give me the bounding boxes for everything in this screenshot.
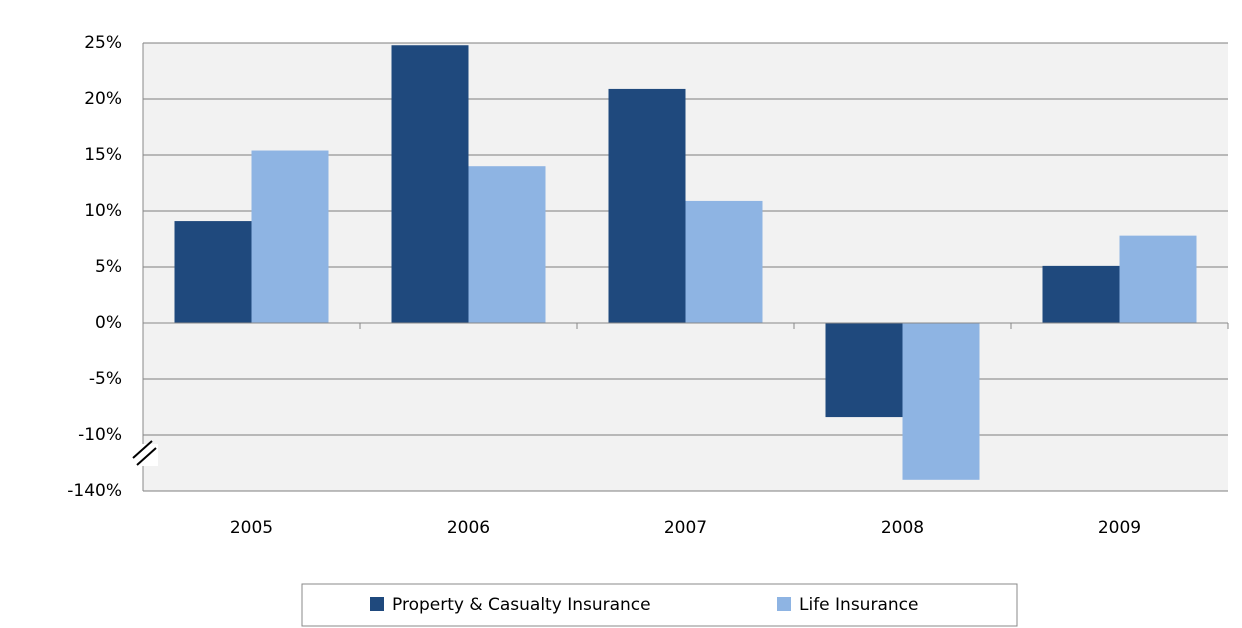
x-tick-label: 2005: [230, 518, 273, 538]
bar: [608, 88, 686, 323]
bars: [174, 45, 1197, 480]
legend-items: Property & Casualty Insurance Life Insura…: [370, 595, 918, 615]
y-tick-label: -10%: [78, 425, 122, 445]
bar: [174, 221, 252, 323]
bar: [1042, 265, 1120, 323]
legend-label: Property & Casualty Insurance: [392, 595, 651, 615]
x-tick-label: 2008: [881, 518, 924, 538]
bar: [1119, 235, 1197, 323]
axis-break: [132, 440, 153, 459]
y-tick-label: 25%: [84, 33, 122, 53]
bar: [251, 150, 329, 323]
legend-label: Life Insurance: [799, 595, 918, 615]
bar: [391, 45, 469, 324]
y-tick-label: 20%: [84, 89, 122, 109]
x-tick-label: 2009: [1098, 518, 1141, 538]
bar: [902, 323, 980, 480]
legend: [301, 583, 1018, 627]
y-tick-label: 0%: [95, 313, 122, 333]
x-tick-label: 2006: [447, 518, 490, 538]
legend-swatch: [777, 597, 791, 611]
bar: [825, 323, 903, 418]
y-tick-label: -140%: [67, 481, 122, 501]
y-tick-label: 10%: [84, 201, 122, 221]
bar: [685, 200, 763, 323]
legend-swatch: [370, 597, 384, 611]
y-tick-label: -5%: [89, 369, 122, 389]
bar: [468, 166, 546, 323]
axis-break-gap: [130, 444, 158, 466]
x-tick-label: 2007: [664, 518, 707, 538]
y-tick-label: 15%: [84, 145, 122, 165]
axis-break: [136, 447, 157, 466]
y-tick-label: 5%: [95, 257, 122, 277]
